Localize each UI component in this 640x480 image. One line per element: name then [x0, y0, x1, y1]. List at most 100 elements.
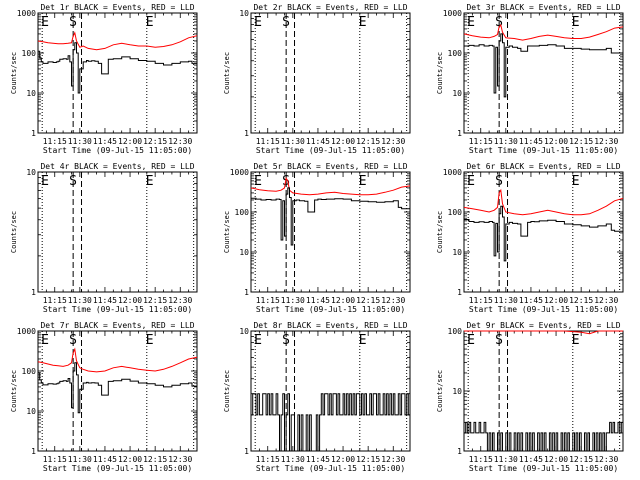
x-tick-label: 12:00 [118, 455, 142, 464]
x-tick-label: 11:45 [519, 455, 543, 464]
plot-frame [463, 171, 624, 293]
y-tick-label: 1 [244, 288, 249, 297]
plot-frame [37, 330, 198, 452]
marker-label-e: E [41, 333, 49, 348]
y-axis-label: Counts/sec [223, 370, 231, 412]
y-tick-label: 100 [22, 49, 37, 58]
x-axis-label: Start Time (09-Jul-15 11:05:00) [256, 305, 405, 314]
marker-label-s: S [495, 15, 503, 30]
marker-label-e: E [572, 333, 580, 348]
marker-label-e: E [467, 333, 475, 348]
x-tick-label: 11:30 [494, 455, 518, 464]
y-axis-label: Counts/sec [10, 211, 18, 253]
x-axis-label: Start Time (09-Jul-15 11:05:00) [469, 146, 618, 155]
marker-label-e: E [359, 15, 367, 30]
chart-title: Det 5r BLACK = Events, RED = LLD [253, 162, 407, 171]
marker-label-e: E [41, 174, 49, 189]
x-tick-label: 12:30 [594, 296, 618, 305]
marker-label-e: E [41, 15, 49, 30]
x-tick-label: 11:15 [43, 455, 67, 464]
chart-panel-det-5: Det 5r BLACK = Events, RED = LLD 1 10 100 10… [223, 162, 411, 314]
y-tick-label: 10 [239, 9, 249, 18]
x-tick-label: 11:30 [281, 137, 305, 146]
y-tick-label: 10 [452, 89, 462, 98]
y-tick-label: 1 [244, 447, 249, 456]
x-tick-label: 12:30 [594, 137, 618, 146]
x-tick-label: 12:00 [544, 137, 568, 146]
chart-panel-det-2: Det 2r BLACK = Events, RED = LLD 1 10 11:15… [223, 3, 411, 155]
marker-label-e: E [467, 15, 475, 30]
chart-title: Det 3r BLACK = Events, RED = LLD [466, 3, 620, 12]
x-tick-label: 12:00 [331, 296, 355, 305]
y-tick-label: 100 [448, 49, 463, 58]
chart-panel-det-3: Det 3r BLACK = Events, RED = LLD 1 10 100 10… [436, 3, 624, 155]
x-tick-label: 12:15 [569, 137, 593, 146]
chart-title: Det 7r BLACK = Events, RED = LLD [40, 321, 194, 330]
plot-frame [37, 171, 198, 293]
y-tick-label: 1 [31, 129, 36, 138]
marker-label-e: E [254, 333, 262, 348]
x-tick-label: 12:30 [381, 296, 405, 305]
chart-title: Det 4r BLACK = Events, RED = LLD [40, 162, 194, 171]
x-tick-label: 12:15 [356, 455, 380, 464]
y-tick-label: 1000 [443, 168, 462, 177]
y-tick-label: 100 [448, 208, 463, 217]
marker-label-s: S [69, 174, 77, 189]
marker-label-e: E [146, 333, 154, 348]
chart-panel-det-8: Det 8r BLACK = Events, RED = LLD 1 10 11:15… [223, 321, 411, 473]
plot-frame [250, 12, 411, 134]
y-tick-label: 1 [31, 447, 36, 456]
x-tick-label: 11:45 [306, 137, 330, 146]
x-tick-label: 11:45 [519, 137, 543, 146]
series-line-lld [463, 23, 624, 41]
x-tick-label: 11:45 [306, 455, 330, 464]
x-tick-label: 12:15 [356, 137, 380, 146]
y-tick-label: 1000 [230, 168, 249, 177]
y-axis-label: Counts/sec [223, 52, 231, 94]
chart-panel-det-4: Det 4r BLACK = Events, RED = LLD 1 10 11:15… [10, 162, 198, 314]
y-tick-label: 1 [457, 288, 462, 297]
x-tick-label: 12:15 [569, 455, 593, 464]
marker-label-s: S [495, 333, 503, 348]
x-tick-label: 12:30 [168, 296, 192, 305]
x-tick-label: 11:15 [469, 137, 493, 146]
y-axis-label: Counts/sec [10, 52, 18, 94]
chart-title: Det 8r BLACK = Events, RED = LLD [253, 321, 407, 330]
x-tick-label: 11:30 [281, 296, 305, 305]
plot-frame [250, 330, 411, 452]
series-line-events [464, 421, 623, 452]
x-tick-label: 12:30 [168, 455, 192, 464]
marker-label-s: S [69, 333, 77, 348]
plot-frame [250, 171, 411, 293]
marker-label-s: S [69, 15, 77, 30]
marker-label-s: S [282, 333, 290, 348]
plot-frame [463, 12, 624, 134]
marker-label-e: E [572, 15, 580, 30]
plot-frame [37, 12, 198, 134]
chart-title: Det 6r BLACK = Events, RED = LLD [466, 162, 620, 171]
y-tick-label: 10 [26, 89, 36, 98]
x-tick-label: 11:15 [43, 296, 67, 305]
chart-panel-det-6: Det 6r BLACK = Events, RED = LLD 1 10 100 10… [436, 162, 624, 314]
y-tick-label: 10 [239, 327, 249, 336]
x-tick-label: 12:30 [381, 137, 405, 146]
marker-label-e: E [359, 333, 367, 348]
series-line-lld [250, 176, 411, 196]
x-tick-label: 11:30 [68, 455, 92, 464]
x-tick-label: 12:00 [544, 296, 568, 305]
chart-panel-det-9: Det 9r BLACK = Events, RED = LLD 1 10 100 11… [436, 321, 624, 473]
series-line-lld [37, 31, 198, 51]
x-tick-label: 11:15 [256, 455, 280, 464]
y-axis-label: Counts/sec [436, 52, 444, 94]
y-tick-label: 10 [452, 387, 462, 396]
x-tick-label: 11:15 [469, 455, 493, 464]
x-tick-label: 12:15 [569, 296, 593, 305]
x-tick-label: 12:00 [331, 137, 355, 146]
x-tick-label: 11:15 [256, 137, 280, 146]
marker-label-s: S [282, 15, 290, 30]
x-tick-label: 11:30 [68, 137, 92, 146]
y-axis-label: Counts/sec [223, 211, 231, 253]
y-tick-label: 1 [457, 129, 462, 138]
x-tick-label: 11:15 [469, 296, 493, 305]
series-line-events [251, 187, 411, 246]
